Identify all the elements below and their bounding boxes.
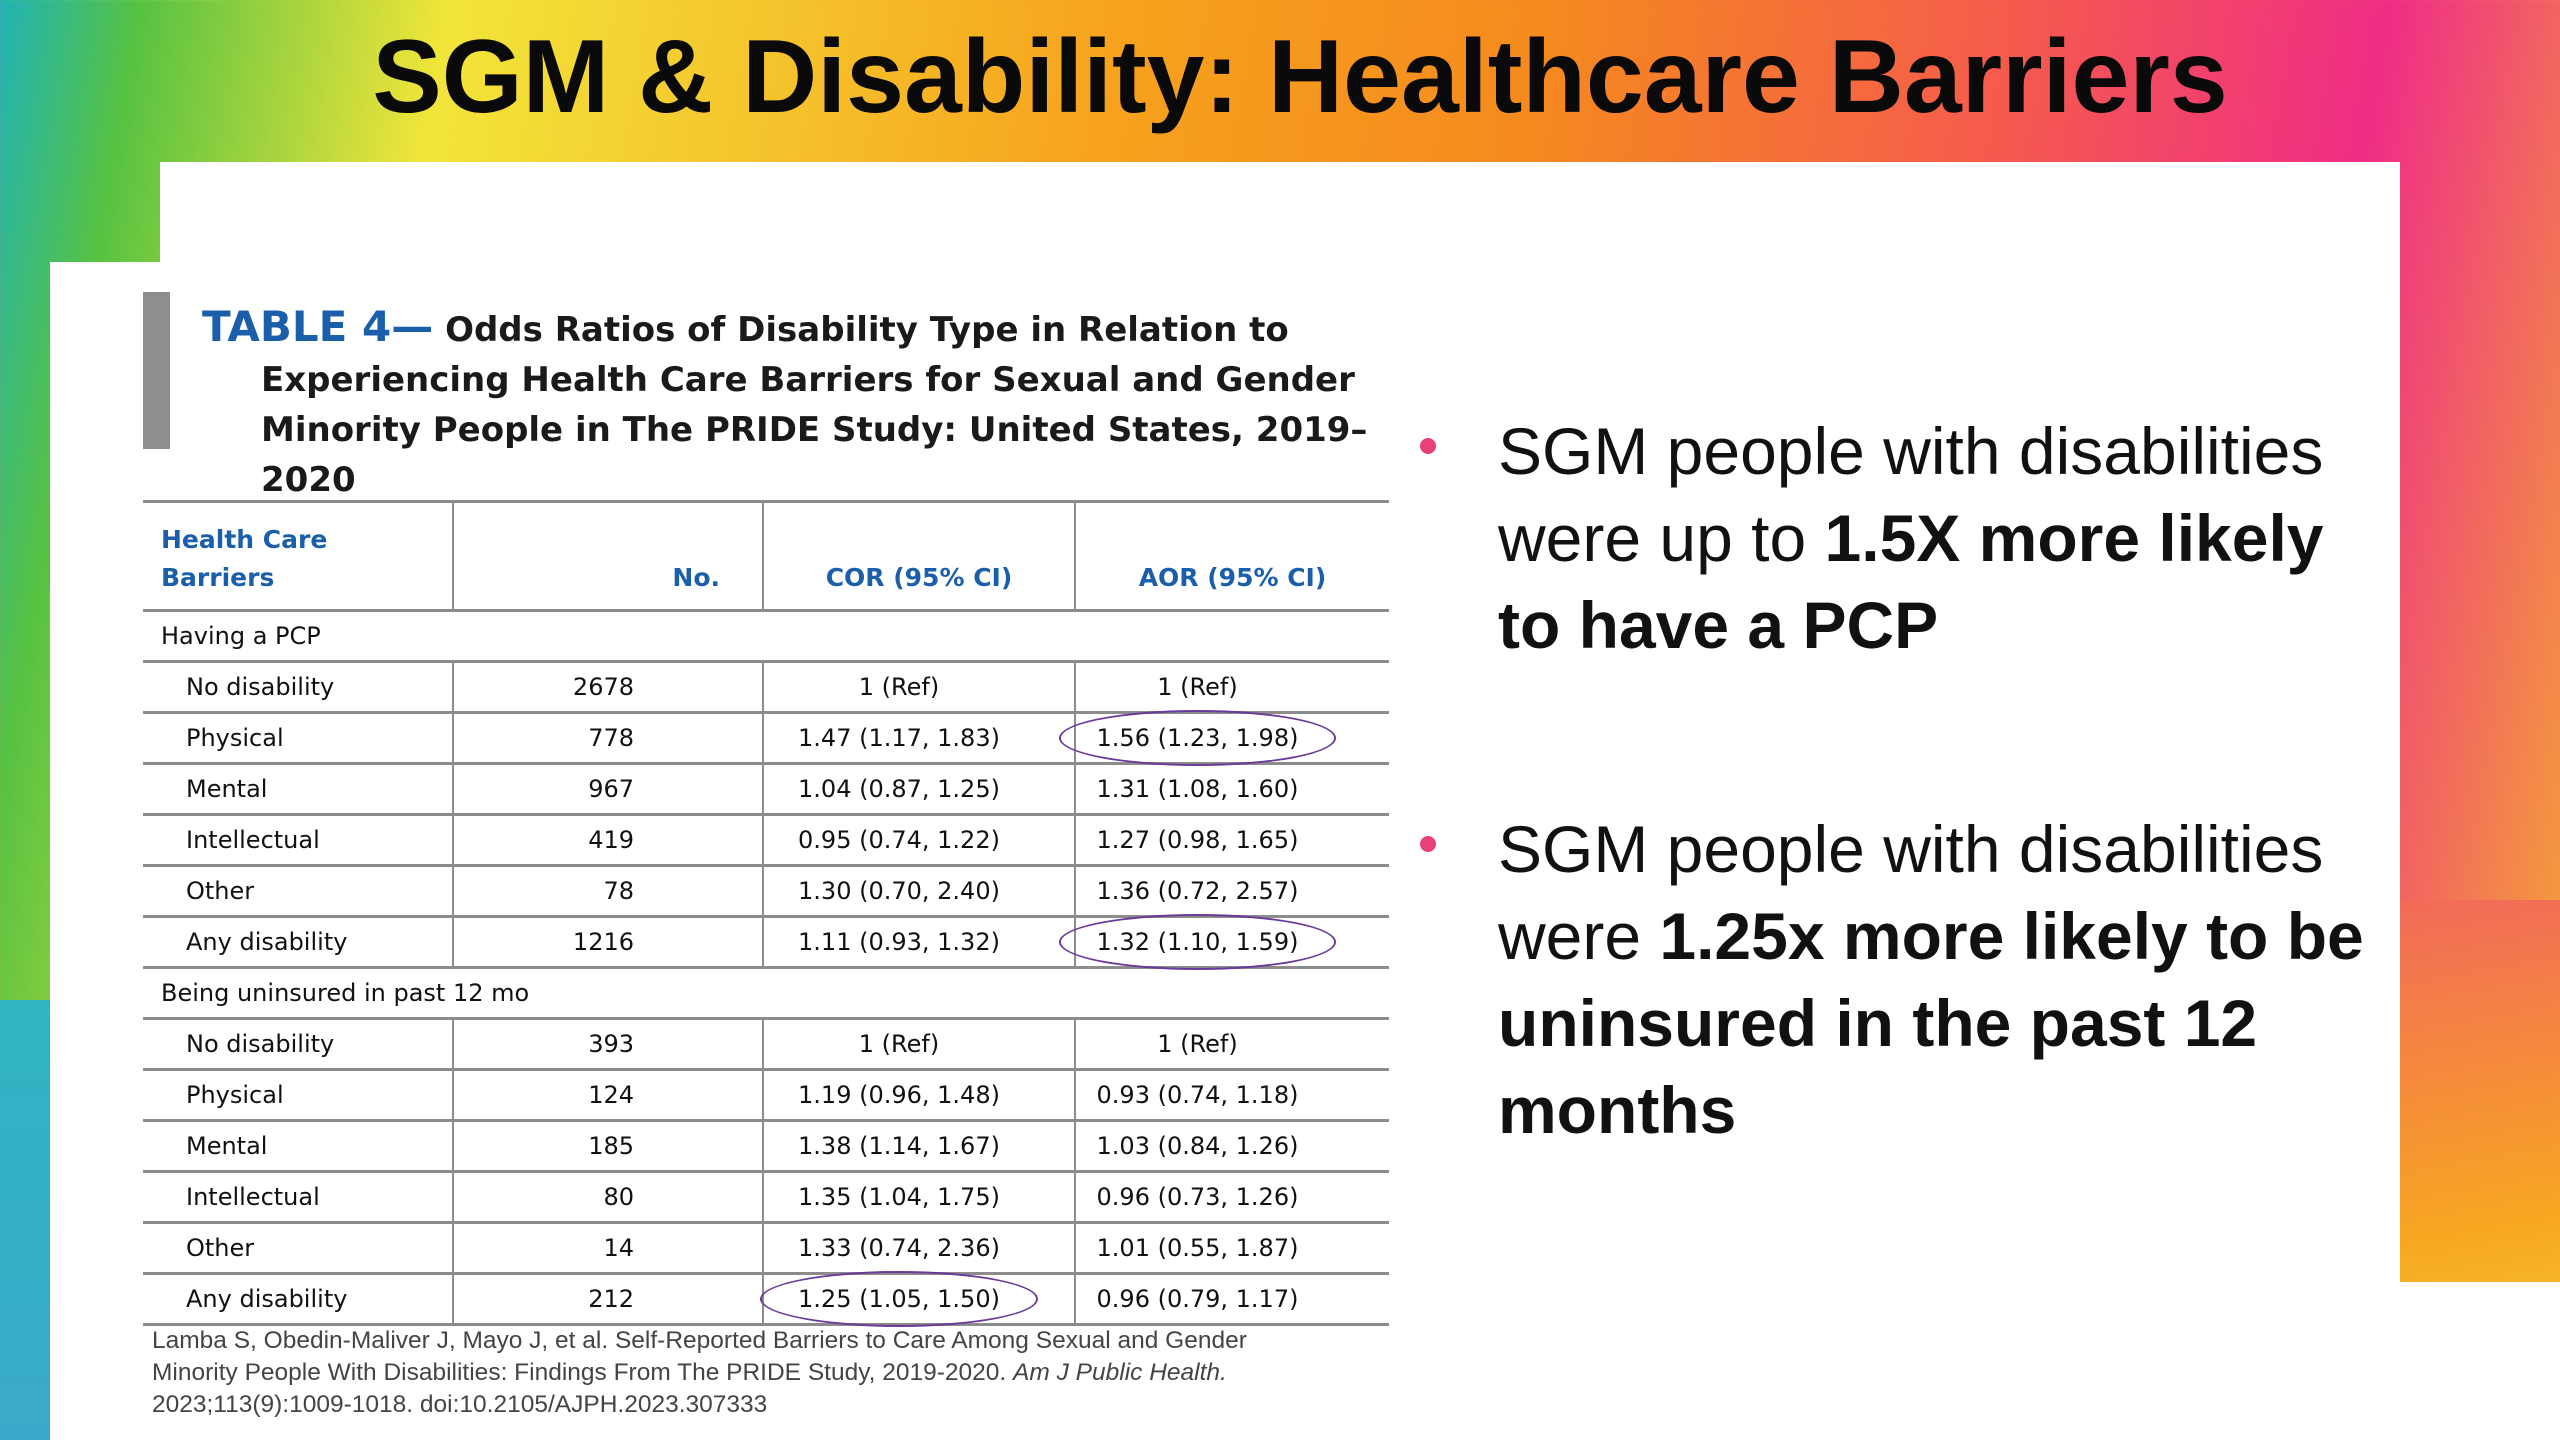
row-label: No disability (143, 661, 453, 714)
row-cor: 1.11 (0.93, 1.32) (762, 916, 1075, 969)
row-label: Physical (143, 1069, 453, 1122)
table-row: No disability 393 1 (Ref) 1 (Ref) (143, 1018, 1389, 1071)
row-count: 419 (452, 814, 763, 867)
row-count: 80 (452, 1171, 763, 1224)
row-count: 212 (452, 1273, 763, 1326)
row-aor: 1 (Ref) (1074, 661, 1389, 714)
row-aor: 1.01 (0.55, 1.87) (1074, 1222, 1389, 1275)
table-row: Intellectual 80 1.35 (1.04, 1.75) 0.96 (… (143, 1171, 1389, 1224)
column-header-aor: AOR (95% CI) (1074, 500, 1389, 612)
key-findings: SGM people with disabilities were up to … (1420, 408, 2380, 1154)
row-cor: 1 (Ref) (762, 1018, 1075, 1071)
column-header-barriers: Health Care Barriers (143, 500, 453, 612)
table-row: Any disability 1216 1.11 (0.93, 1.32) 1.… (143, 914, 1389, 970)
row-label: Mental (143, 1120, 453, 1173)
row-aor: 0.93 (0.74, 1.18) (1074, 1069, 1389, 1122)
column-header-no: No. (452, 500, 763, 612)
row-aor: 0.96 (0.73, 1.26) (1074, 1171, 1389, 1224)
table-heading-bar (143, 292, 170, 449)
row-count: 778 (452, 712, 763, 765)
table-row: Other 14 1.33 (0.74, 2.36) 1.01 (0.55, 1… (143, 1222, 1389, 1275)
table-row: Physical 124 1.19 (0.96, 1.48) 0.93 (0.7… (143, 1069, 1389, 1122)
table-row: Any disability 212 1.25 (1.05, 1.50) 0.9… (143, 1271, 1389, 1327)
row-label: Other (143, 865, 453, 918)
row-label: Mental (143, 763, 453, 816)
row-cor: 1.19 (0.96, 1.48) (762, 1069, 1075, 1122)
highlight-circle (1058, 710, 1337, 766)
row-aor: 0.96 (0.79, 1.17) (1074, 1273, 1389, 1326)
highlighted-aor-physical: 1.56 (1.23, 1.98) (1058, 710, 1337, 766)
row-cor: 0.95 (0.74, 1.22) (762, 814, 1075, 867)
section-uninsured: Being uninsured in past 12 mo (143, 967, 1389, 1020)
row-label: Any disability (143, 916, 453, 969)
row-label: Other (143, 1222, 453, 1275)
row-cor: 1.38 (1.14, 1.67) (762, 1120, 1075, 1173)
row-label: Intellectual (143, 1171, 453, 1224)
table-row: Other 78 1.30 (0.70, 2.40) 1.36 (0.72, 2… (143, 865, 1389, 918)
highlighted-aor-any-disability: 1.32 (1.10, 1.59) (1058, 914, 1337, 970)
table-heading-line-3: Minority People in The PRIDE Study: Unit… (261, 410, 1368, 500)
citation: Lamba S, Obedin-Maliver J, Mayo J, et al… (152, 1327, 1247, 1418)
row-aor: 1.27 (0.98, 1.65) (1074, 814, 1389, 867)
row-cor: 1.35 (1.04, 1.75) (762, 1171, 1075, 1224)
highlighted-cor-any-disability: 1.25 (1.05, 1.50) (760, 1271, 1038, 1327)
row-count: 967 (452, 763, 763, 816)
row-count: 78 (452, 865, 763, 918)
table-label: TABLE 4— (202, 302, 434, 351)
row-count: 185 (452, 1120, 763, 1173)
table-heading-line-1: Odds Ratios of Disability Type in Relati… (445, 310, 1289, 350)
row-label: Any disability (143, 1273, 453, 1326)
row-count: 1216 (452, 916, 763, 969)
bullet-dot-icon (1420, 438, 1436, 454)
table-heading: TABLE 4— Odds Ratios of Disability Type … (202, 302, 1402, 505)
row-label: Physical (143, 712, 453, 765)
row-cor: 1.04 (0.87, 1.25) (762, 763, 1075, 816)
row-aor: 1.36 (0.72, 2.57) (1074, 865, 1389, 918)
row-cor: 1.47 (1.17, 1.83) (762, 712, 1075, 765)
row-label: Intellectual (143, 814, 453, 867)
table-row: Physical 778 1.47 (1.17, 1.83) 1.56 (1.2… (143, 710, 1389, 766)
table-row: Mental 185 1.38 (1.14, 1.67) 1.03 (0.84,… (143, 1120, 1389, 1173)
row-aor: 1.03 (0.84, 1.26) (1074, 1120, 1389, 1173)
row-aor: 1.31 (1.08, 1.60) (1074, 763, 1389, 816)
highlight-circle (1058, 914, 1337, 970)
section-having-pcp: Having a PCP (143, 610, 1389, 663)
table-row: Intellectual 419 0.95 (0.74, 1.22) 1.27 … (143, 814, 1389, 867)
row-count: 124 (452, 1069, 763, 1122)
row-count: 14 (452, 1222, 763, 1275)
row-count: 393 (452, 1018, 763, 1071)
odds-ratio-table: Health Care Barriers No. COR (95% CI) AO… (143, 500, 1389, 1327)
row-label: No disability (143, 1018, 453, 1071)
row-count: 2678 (452, 661, 763, 714)
table-row: Mental 967 1.04 (0.87, 1.25) 1.31 (1.08,… (143, 763, 1389, 816)
table-row: No disability 2678 1 (Ref) 1 (Ref) (143, 661, 1389, 714)
highlight-circle (760, 1271, 1038, 1327)
slide-title: SGM & Disability: Healthcare Barriers (372, 19, 2228, 135)
row-aor: 1 (Ref) (1074, 1018, 1389, 1071)
table-heading-line-2: Experiencing Health Care Barriers for Se… (261, 360, 1355, 400)
finding-uninsured: SGM people with disabilities were 1.25x … (1420, 806, 2380, 1154)
column-header-cor: COR (95% CI) (762, 500, 1075, 612)
bullet-dot-icon (1420, 836, 1436, 852)
finding-pcp: SGM people with disabilities were up to … (1420, 408, 2380, 669)
row-cor: 1.33 (0.74, 2.36) (762, 1222, 1075, 1275)
row-cor: 1.30 (0.70, 2.40) (762, 865, 1075, 918)
row-cor: 1 (Ref) (762, 661, 1075, 714)
